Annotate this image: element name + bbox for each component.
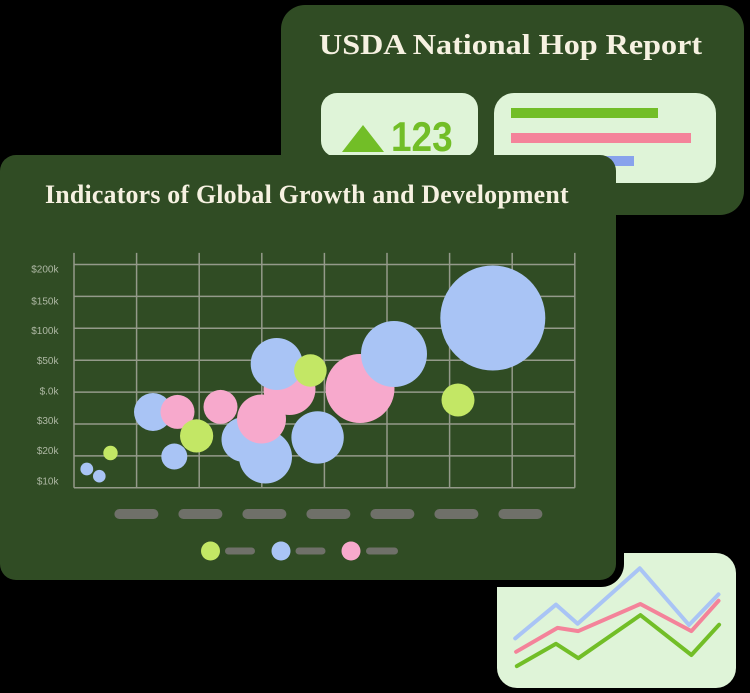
svg-text:$.0k: $.0k	[40, 387, 60, 398]
svg-text:$30k: $30k	[37, 416, 60, 427]
svg-text:$150k: $150k	[31, 296, 59, 307]
svg-text:$20k: $20k	[37, 446, 60, 457]
svg-text:$200k: $200k	[31, 265, 59, 276]
svg-text:$100k: $100k	[31, 326, 59, 337]
svg-text:$50k: $50k	[37, 356, 60, 367]
svg-text:$10k: $10k	[37, 476, 60, 487]
